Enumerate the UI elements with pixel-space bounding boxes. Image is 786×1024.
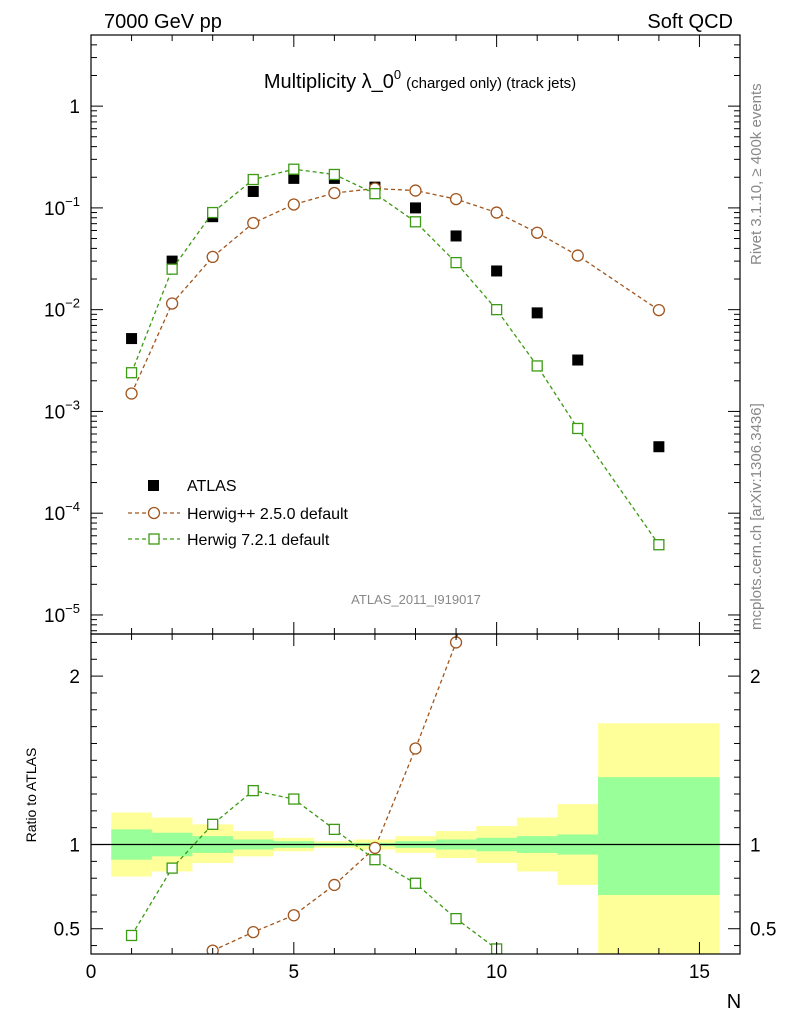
main-data-point	[126, 333, 138, 345]
ratio-data-point	[287, 909, 300, 922]
rivet-label: Rivet 3.1.10, ≥ 400k events	[748, 83, 765, 265]
ratio-data-point	[328, 823, 341, 836]
main-y-tick-label: 10−4	[44, 499, 80, 525]
main-data-point	[572, 422, 584, 435]
main-data-point	[571, 249, 584, 262]
legend-herwig7-label: Herwig 7.2.1 default	[187, 532, 330, 549]
ratio-data-point	[207, 818, 219, 830]
ratio-y-ticks: 0.5 0.5 1 1 2 2	[54, 641, 776, 947]
main-data-point	[409, 184, 422, 197]
main-data-point	[125, 387, 138, 400]
ratio-data-point	[369, 854, 381, 866]
main-data-point	[206, 250, 219, 264]
main-data-point	[653, 441, 665, 453]
main-y-ticks: 1 10−1 10−2 10−3 10−4 10−5	[44, 34, 740, 632]
main-data-point	[207, 206, 219, 219]
legend-atlas-marker	[148, 480, 159, 491]
main-data-point	[572, 354, 584, 366]
main-data-point	[247, 216, 260, 230]
x-tick-label: 0	[86, 962, 97, 983]
ratio-y-tick-label-right: 1	[750, 836, 761, 857]
x-tick-label: 15	[689, 962, 710, 983]
ratio-data-point	[247, 784, 259, 797]
analysis-watermark: ATLAS_2011_I919017	[351, 592, 481, 607]
main-series	[125, 163, 666, 551]
main-data-point	[490, 304, 503, 316]
main-data-point	[409, 216, 422, 228]
ratio-data-point	[409, 742, 422, 755]
ratio-data-point	[491, 376, 502, 387]
ratio-series-line	[131, 789, 498, 950]
ratio-data-point	[328, 878, 341, 892]
ratio-y-tick-label-left: 1	[69, 836, 80, 857]
legend-herwigpp-marker	[147, 506, 161, 520]
main-data-point	[166, 255, 178, 267]
main-data-point	[125, 367, 138, 379]
legend-herwig7-marker	[148, 533, 160, 545]
main-data-point	[450, 256, 462, 269]
ratio-data-point	[450, 912, 462, 925]
main-data-point	[247, 185, 259, 197]
main-y-tick-label: 1	[69, 97, 80, 118]
header-right: Soft QCD	[647, 11, 733, 33]
ratio-data-point	[125, 929, 138, 942]
main-data-point	[288, 163, 300, 175]
ratio-data-point	[247, 925, 260, 939]
main-y-tick-label: 10−1	[44, 194, 80, 220]
main-data-point	[410, 202, 421, 214]
main-y-tick-label: 10−5	[44, 601, 80, 627]
legend-entry-herwigpp: Herwig++ 2.5.0 default	[128, 506, 349, 523]
main-data-point	[288, 172, 300, 184]
main-title: Multiplicity λ_00(charged only) (track j…	[264, 67, 576, 93]
main-data-point	[531, 360, 543, 372]
main-data-point	[328, 186, 341, 200]
main-y-tick-label: 10−2	[44, 296, 80, 322]
main-data-point	[531, 226, 544, 239]
ratio-data-point	[368, 841, 382, 855]
ratio-frame	[90, 633, 741, 955]
legend-entry-atlas: ATLAS	[148, 478, 237, 495]
x-axis-label: N	[727, 991, 741, 1013]
main-data-point	[490, 206, 503, 219]
main-data-point	[328, 168, 341, 181]
main-data-point	[247, 173, 259, 186]
legend: ATLAS Herwig++ 2.5.0 default Herwig 7.2.…	[128, 478, 349, 549]
main-data-point	[652, 303, 666, 317]
main-data-point	[165, 297, 179, 310]
ratio-panel: 0.5 0.5 1 1 2 2 0 5 10 15 Ratio to ATLAS N	[23, 376, 776, 1013]
ratio-y-axis-label: Ratio to ATLAS	[23, 748, 39, 843]
ratio-data-point	[288, 793, 300, 805]
x-tick-label: 5	[289, 962, 300, 983]
main-panel: Multiplicity λ_00(charged only) (track j…	[44, 34, 741, 635]
ratio-y-tick-label-left: 0.5	[54, 920, 80, 941]
main-data-point	[449, 192, 463, 206]
legend-entry-herwig7: Herwig 7.2.1 default	[128, 532, 330, 549]
ratio-y-tick-label-right: 0.5	[750, 920, 776, 941]
main-data-point	[369, 188, 381, 200]
legend-herwigpp-label: Herwig++ 2.5.0 default	[187, 506, 349, 523]
ratio-series	[125, 376, 503, 954]
ratio-y-tick-label-right: 2	[750, 667, 761, 688]
main-data-point	[166, 263, 178, 275]
header-left: 7000 GeV pp	[104, 11, 222, 33]
ratio-data-point	[166, 862, 178, 874]
main-data-point	[491, 265, 503, 277]
main-data-point	[450, 230, 462, 242]
x-tick-label: 10	[486, 962, 507, 983]
ratio-y-tick-label-left: 2	[69, 667, 80, 688]
ratio-bands	[111, 723, 720, 954]
ratio-data-point	[409, 877, 422, 889]
main-data-point	[531, 307, 543, 319]
ratio-band-inner	[598, 777, 720, 896]
legend-atlas-label: ATLAS	[187, 478, 237, 495]
main-data-point	[287, 198, 300, 211]
mcplots-label: mcplots.cern.ch [arXiv:1306.3436]	[748, 403, 765, 630]
main-y-tick-label: 10−3	[44, 397, 80, 423]
main-data-point	[653, 539, 665, 551]
